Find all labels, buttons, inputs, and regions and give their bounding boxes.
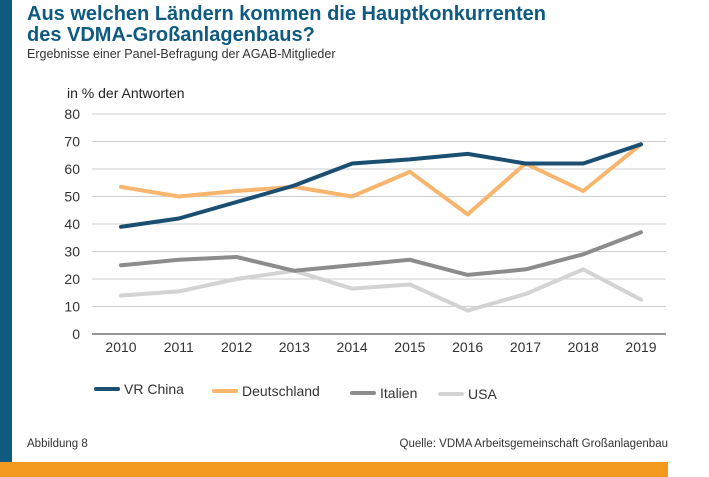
source-note: Quelle: VDMA Arbeitsgemeinschaft Großanl…	[399, 438, 668, 450]
y-tick-label: 30	[64, 244, 80, 260]
series-line-vr-china	[119, 142, 643, 229]
x-tick-label: 2019	[625, 339, 656, 355]
x-tick-label: 2015	[394, 339, 425, 355]
x-tick-label: 2016	[452, 339, 483, 355]
y-tick-label: 60	[64, 161, 80, 177]
x-tick-label: 2010	[105, 339, 136, 355]
y-tick-label: 50	[64, 189, 80, 205]
left-accent-bar	[0, 0, 12, 462]
x-tick-label: 2013	[279, 339, 310, 355]
legend-label-deutschland: Deutschland	[242, 383, 320, 399]
y-axis-label: in % der Antworten	[67, 85, 185, 101]
legend-label-vr-china: VR China	[124, 381, 184, 397]
x-tick-label: 2018	[568, 339, 599, 355]
y-axis-ticks: 0 10 20 30 40 50 60 70 80	[64, 106, 80, 342]
y-tick-label: 70	[64, 134, 80, 150]
x-tick-label: 2012	[221, 339, 252, 355]
y-tick-label: 20	[64, 271, 80, 287]
legend: VR China Deutschland Italien USA	[94, 381, 497, 402]
figure-label: Abbildung 8	[27, 438, 88, 450]
y-tick-label: 40	[64, 216, 80, 232]
legend-label-italien: Italien	[380, 385, 417, 401]
x-tick-label: 2011	[164, 339, 194, 355]
title-line-2: des VDMA-Großanlagenbaus?	[27, 24, 315, 46]
title-line-1: Aus welchen Ländern kommen die Hauptkonk…	[27, 3, 546, 25]
series-line-usa	[119, 267, 643, 313]
y-tick-label: 0	[72, 326, 80, 342]
bottom-accent-bar	[0, 462, 668, 477]
x-axis-ticks: 2010 2011 2012 2013 2014 2015 2016 2017 2018 2019	[105, 339, 656, 355]
x-tick-label: 2017	[510, 339, 541, 355]
x-tick-label: 2014	[337, 339, 368, 355]
subtitle: Ergebnisse einer Panel-Befragung der AGA…	[27, 47, 336, 61]
gridlines	[92, 113, 666, 335]
y-tick-label: 80	[64, 106, 80, 122]
page-title: Aus welchen Ländern kommen die Hauptkonk…	[27, 4, 667, 46]
legend-label-usa: USA	[468, 386, 497, 402]
series-lines	[119, 142, 643, 313]
series-line-deutschland	[119, 142, 643, 217]
y-tick-label: 10	[64, 299, 80, 315]
series-line-italien	[119, 230, 643, 277]
